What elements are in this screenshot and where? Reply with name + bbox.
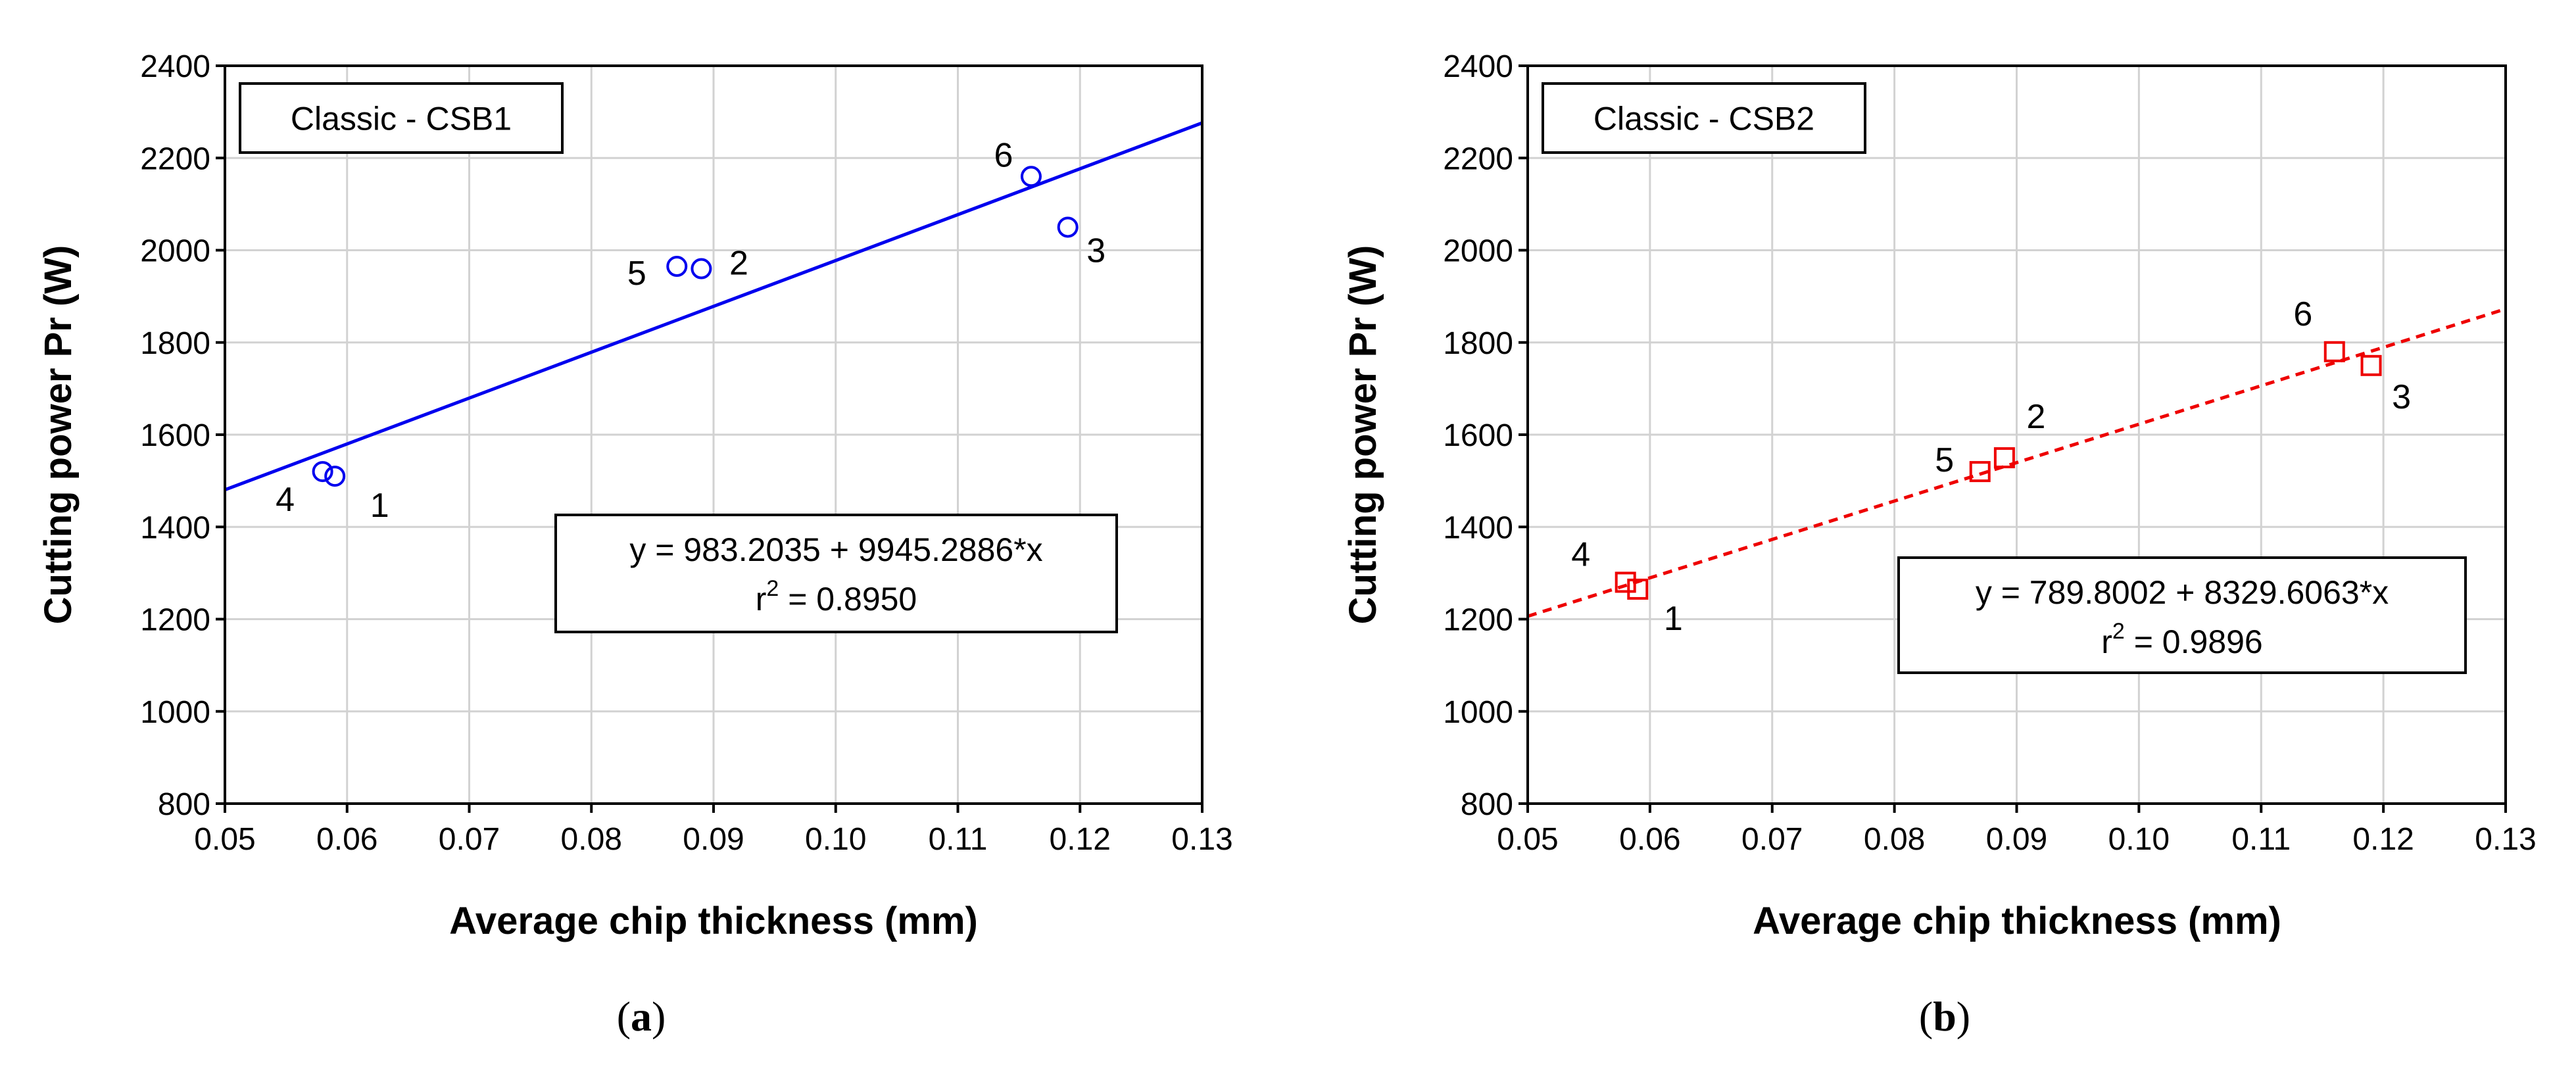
title-box: [239, 82, 564, 154]
data-point: [2360, 354, 2382, 376]
x-tick-label: 0.10: [2108, 822, 2170, 857]
y-tick-label: 1600: [140, 418, 210, 453]
x-tick-label: 0.08: [1864, 822, 1925, 857]
y-tick-label: 1200: [1443, 603, 1513, 638]
data-point: [312, 461, 333, 483]
x-tick-label: 0.13: [1171, 822, 1232, 857]
x-tick-label: 0.11: [2231, 822, 2291, 857]
x-tick-label: 0.06: [316, 822, 377, 857]
grid: [1528, 66, 2506, 804]
data-point: [1615, 571, 1636, 593]
data-point: [1993, 447, 2015, 469]
x-tick-label: 0.05: [1497, 822, 1558, 857]
x-tick-label: 0.09: [1986, 822, 2047, 857]
point-label: 3: [1086, 231, 1106, 270]
y-axis-title: Cutting power Pr (W): [37, 245, 80, 625]
y-tick-label: 2000: [140, 234, 210, 269]
x-tick-label: 0.05: [194, 822, 255, 857]
point-label: 4: [276, 481, 295, 519]
y-tick-label: 1800: [1443, 326, 1513, 361]
data-point: [666, 256, 688, 278]
data-point: [2323, 341, 2345, 362]
point-label: 2: [2026, 398, 2045, 436]
x-axis-title: Average chip thickness (mm): [1753, 900, 2281, 942]
point-label: 6: [994, 136, 1013, 174]
chart-panel-b: 0.05 0.06 0.07 0.08 0.09 0.10 0.11 0.12 0.13 800 1…: [1342, 49, 2537, 1040]
x-tick-label: 0.11: [929, 822, 988, 857]
x-tick-label: 0.07: [439, 822, 500, 857]
x-tick-label: 0.08: [561, 822, 622, 857]
y-tick-label: 2400: [140, 49, 210, 84]
regression-equation: y = 983.2035 + 9945.2886*x: [629, 531, 1042, 568]
x-tick-label: 0.12: [2352, 822, 2414, 857]
x-tick-label: 0.09: [683, 822, 744, 857]
y-tick-label: 1800: [140, 326, 210, 361]
x-axis-title: Average chip thickness (mm): [449, 900, 978, 942]
x-tick-label: 0.13: [2475, 822, 2536, 857]
y-tick-label: 800: [158, 787, 210, 822]
y-tick-label: 2200: [140, 141, 210, 176]
grid: [225, 66, 1202, 804]
y-tick-label: 2200: [1443, 141, 1513, 176]
point-label: 3: [2392, 378, 2411, 416]
data-point: [324, 466, 346, 487]
regression-equation: y = 789.8002 + 8329.6063*x: [1976, 574, 2389, 611]
point-label: 4: [1571, 535, 1590, 573]
point-label: 2: [729, 245, 748, 283]
chart-title: Classic - CSB2: [1593, 101, 1814, 137]
y-tick-label: 1400: [1443, 510, 1513, 545]
data-point: [1627, 578, 1649, 600]
point-label: 5: [627, 254, 646, 293]
y-tick-label: 2400: [1443, 49, 1513, 84]
y-tick-label: 1200: [140, 603, 210, 638]
x-tick-label: 0.06: [1619, 822, 1680, 857]
equation-box: [554, 514, 1118, 633]
point-label: 1: [370, 487, 389, 525]
point-label: 1: [1664, 600, 1683, 638]
y-tick-label: 1400: [140, 510, 210, 545]
y-axis-title: Cutting power Pr (W): [1342, 245, 1384, 625]
y-tick-label: 1000: [1443, 695, 1513, 730]
point-label: 5: [1935, 441, 1954, 479]
chart-title: Classic - CSB1: [291, 101, 512, 137]
point-label: 6: [2293, 295, 2312, 333]
regression-line: [224, 121, 1203, 492]
data-point: [1969, 461, 1991, 483]
y-tick-label: 800: [1461, 787, 1513, 822]
panel-caption: (a): [617, 993, 666, 1040]
x-tick-label: 0.10: [805, 822, 866, 857]
y-tick-label: 1600: [1443, 418, 1513, 453]
panel-caption: (b): [1919, 993, 1970, 1040]
data-point: [691, 258, 712, 279]
chart-panel-a: 0.05 0.06 0.07 0.08 0.09 0.10 0.11 0.12 0.13 800 1…: [37, 49, 1233, 1040]
r-squared: r2 = 0.9896: [2101, 619, 2263, 660]
x-tick-label: 0.12: [1050, 822, 1111, 857]
r-squared: r2 = 0.8950: [756, 576, 917, 618]
equation-box: [1897, 556, 2467, 674]
y-tick-label: 2000: [1443, 234, 1513, 269]
data-point: [1057, 216, 1079, 238]
title-box: [1542, 82, 1866, 154]
x-tick-label: 0.07: [1741, 822, 1803, 857]
y-tick-label: 1000: [140, 695, 210, 730]
data-point: [1020, 166, 1042, 187]
